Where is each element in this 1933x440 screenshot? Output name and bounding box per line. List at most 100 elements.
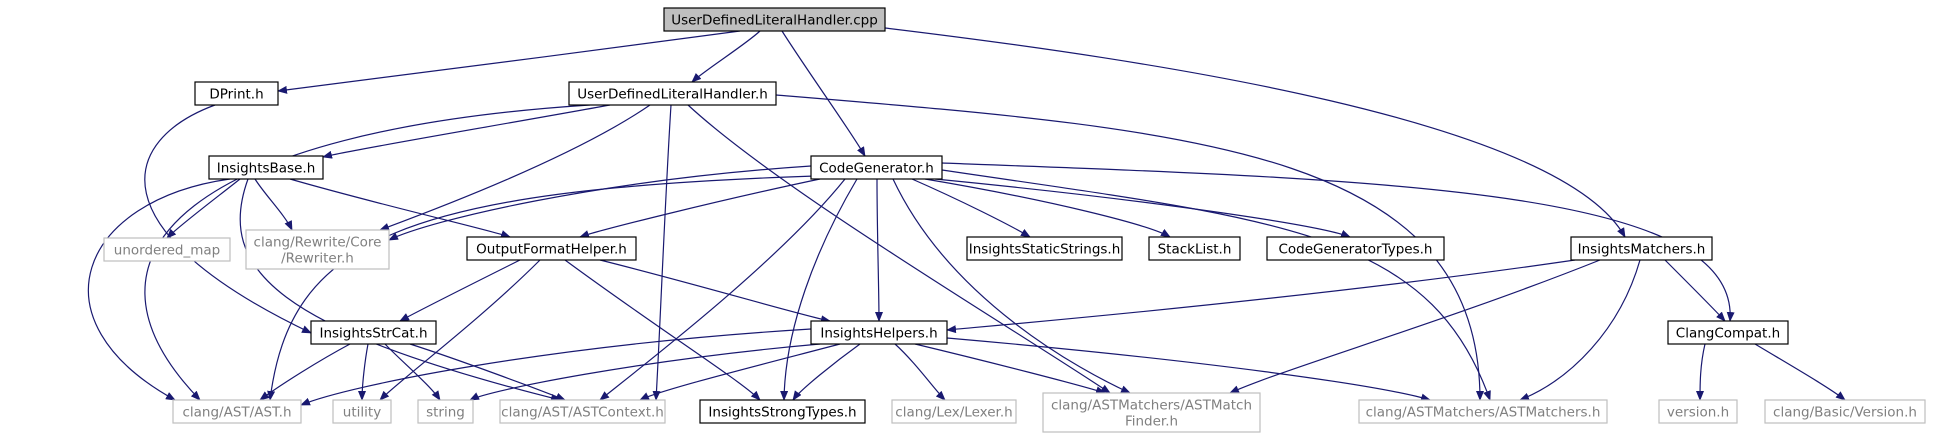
node-udlh[interactable]: UserDefinedLiteralHandler.h [568, 81, 777, 106]
edge-root-to-codegen [781, 30, 866, 157]
node-astmatchers: clang/ASTMatchers/ASTMatchers.h [1358, 399, 1608, 424]
edge-group [267, 175, 816, 401]
edge-group [469, 343, 821, 401]
node-box [1764, 399, 1926, 424]
node-label: InsightsStrongTypes.h [708, 405, 856, 421]
edge-group [687, 104, 1111, 394]
edge-group [1664, 259, 1726, 322]
node-label: InsightsBase.h [217, 161, 316, 177]
node-box [810, 155, 943, 180]
edge-strcat-to-ast [259, 343, 351, 401]
edge-compat-to-version [1696, 343, 1706, 401]
node-label: utility [343, 405, 381, 421]
edge-helpers-to-astmatchers [946, 337, 1431, 402]
node-utility: utility [332, 399, 392, 424]
node-base[interactable]: InsightsBase.h [208, 155, 324, 180]
node-label: InsightsMatchers.h [1578, 242, 1706, 258]
node-box [1658, 399, 1738, 424]
edge-codegen-to-rewriter [388, 165, 812, 241]
edge-group [277, 30, 741, 94]
edge-codegen-to-cgtypes [934, 178, 1351, 238]
node-label: OutputFormatHelper.h [476, 242, 627, 258]
node-box [699, 399, 866, 424]
node-label: UserDefinedLiteralHandler.cpp [671, 13, 878, 29]
node-box [417, 399, 474, 424]
edge-group [87, 178, 231, 401]
node-box [891, 399, 1017, 424]
edge-group [254, 178, 293, 231]
edge-group [934, 178, 1351, 238]
edge-udlh-to-rewriter [379, 104, 651, 231]
edge-base-to-ofh [289, 178, 511, 238]
node-label: InsightsHelpers.h [820, 326, 937, 342]
edge-group [1696, 343, 1706, 401]
node-strong[interactable]: InsightsStrongTypes.h [699, 399, 866, 424]
edge-group [322, 104, 611, 159]
node-helpers[interactable]: InsightsHelpers.h [810, 320, 948, 345]
edge-group [639, 343, 841, 401]
node-label: Finder.h [1125, 414, 1178, 430]
node-box [1358, 399, 1608, 424]
node-codegen[interactable]: CodeGenerator.h [810, 155, 943, 180]
edge-compat-to-basicver [1754, 343, 1846, 401]
edge-helpers-to-string [469, 343, 821, 401]
node-label: clang/ASTMatchers/ASTMatchers.h [1366, 405, 1601, 421]
edge-dprint-to-strcat [144, 104, 312, 334]
node-box [194, 81, 279, 106]
edge-group [874, 178, 883, 322]
edge-group [144, 104, 312, 334]
node-box [663, 7, 886, 32]
node-lexer: clang/Lex/Lexer.h [891, 399, 1017, 424]
edge-codegen-to-ast [267, 175, 816, 401]
node-label: InsightsStrCat.h [319, 326, 427, 342]
node-ofh[interactable]: OutputFormatHelper.h [466, 236, 637, 261]
edge-helpers-to-strong [792, 343, 861, 401]
node-box [310, 320, 437, 345]
node-box [499, 399, 666, 424]
edge-group [379, 259, 541, 401]
edge-group [166, 178, 241, 239]
node-label: CodeGenerator.h [819, 161, 934, 177]
edge-group [239, 178, 561, 402]
edge-udlh-to-ast [144, 104, 591, 401]
edge-group [599, 178, 846, 401]
edge-group [892, 178, 1131, 394]
node-box [172, 399, 302, 424]
node-label: clang/Basic/Version.h [1773, 405, 1917, 421]
edge-strcat-to-astctx [409, 343, 566, 401]
edge-helpers-to-lexer [894, 343, 946, 401]
edge-base-to-astctx [239, 178, 561, 402]
edge-group [792, 343, 861, 401]
edge-group [775, 94, 1484, 401]
node-label: ClangCompat.h [1676, 326, 1780, 342]
edge-strcat-to-utility [358, 343, 369, 401]
edge-root-to-dprint [277, 30, 741, 94]
edge-group [941, 162, 1735, 322]
edge-group [384, 343, 441, 401]
node-cgtypes[interactable]: CodeGeneratorTypes.h [1266, 236, 1445, 261]
edge-udlh-to-base [322, 104, 611, 159]
edge-matchers-to-finder [1229, 259, 1601, 394]
node-box [245, 229, 390, 270]
node-strcat[interactable]: InsightsStrCat.h [310, 320, 437, 345]
node-box [1570, 236, 1713, 261]
node-stacklist[interactable]: StackList.h [1148, 236, 1241, 261]
node-dprint[interactable]: DPrint.h [194, 81, 279, 106]
node-label: clang/Lex/Lexer.h [895, 405, 1012, 421]
node-compat[interactable]: ClangCompat.h [1667, 320, 1789, 345]
edge-codegen-to-iss [911, 178, 1031, 238]
node-astctx: clang/AST/ASTContext.h [499, 399, 666, 424]
node-matchers[interactable]: InsightsMatchers.h [1570, 236, 1713, 261]
node-label: clang/AST/ASTContext.h [501, 405, 664, 421]
node-box [568, 81, 777, 106]
node-box [466, 236, 637, 261]
node-label: clang/ASTMatchers/ASTMatch [1051, 398, 1252, 414]
edge-group [564, 259, 761, 401]
edge-group [946, 259, 1576, 334]
edge-udlh-to-astmatchers [775, 94, 1484, 401]
edge-codegen-to-finder [892, 178, 1131, 394]
edge-codegen-to-ofh [579, 178, 821, 238]
node-box [208, 155, 324, 180]
node-iss[interactable]: InsightsStaticStrings.h [966, 236, 1123, 261]
